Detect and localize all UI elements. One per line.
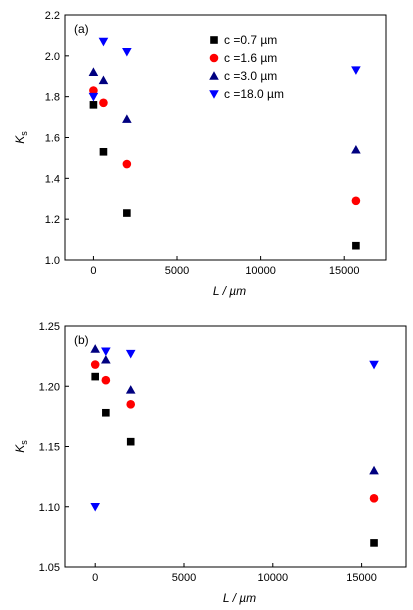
legend-item-3: c =3.0 µm [209, 69, 277, 83]
legend-label: c =18.0 µm [224, 87, 284, 101]
data-point [351, 66, 361, 75]
data-point [369, 494, 379, 503]
data-point [90, 502, 100, 512]
data-point [126, 437, 135, 446]
y-axis-label-main: K [13, 444, 27, 453]
series-4 [88, 37, 361, 102]
legend-marker [209, 71, 219, 80]
legend-item-1: c =0.7 µm [210, 33, 277, 47]
y-tick-label: 1.4 [45, 173, 60, 185]
plot-frame [64, 325, 407, 568]
legend: c =0.7 µm c =1.6 µm c =3.0 µm c =18.0 µm [209, 33, 284, 101]
y-axis-label-subscript: s [19, 440, 29, 445]
data-point [369, 465, 379, 475]
y-tick-label: 1.05 [39, 562, 60, 574]
data-point [125, 349, 136, 359]
series-4 [90, 347, 379, 512]
data-point [90, 360, 100, 369]
data-point [351, 196, 361, 206]
data-point [101, 347, 111, 357]
data-point [98, 75, 109, 85]
y-axis-label: Ks [13, 440, 29, 453]
data-point [88, 67, 99, 76]
y-tick-label: 1.6 [45, 133, 60, 145]
series-3 [88, 67, 361, 154]
y-tick-label: 1.10 [39, 502, 60, 514]
x-axis-label: L / µm [223, 591, 256, 605]
legend-label: c =3.0 µm [224, 69, 277, 83]
y-axis-label-main: K [13, 135, 27, 144]
legend-label: c =1.6 µm [224, 51, 277, 65]
series-1 [89, 101, 360, 250]
x-tick-label: 10000 [258, 572, 289, 584]
data-point [370, 539, 378, 547]
panel-b: 0 5000 10000 15000 1.05 1.10 1.15 1.20 1.25 L / µ… [13, 321, 407, 605]
x-tick-label: 5000 [172, 572, 196, 584]
legend-item-2: c =1.6 µm [209, 51, 277, 65]
data-point [89, 101, 98, 109]
y-tick-label: 1.0 [45, 255, 60, 267]
data-point [126, 400, 136, 409]
data-point [101, 354, 111, 364]
data-point [88, 92, 99, 102]
y-tick-label: 1.8 [45, 92, 60, 104]
data-point [352, 241, 360, 250]
y-tick-label: 1.20 [39, 381, 60, 393]
data-point [122, 47, 132, 57]
data-point [101, 375, 111, 385]
data-point [123, 209, 131, 217]
data-point [351, 144, 361, 154]
data-point [125, 385, 136, 394]
y-tick-label: 2.0 [45, 51, 60, 63]
x-tick-label: 0 [90, 265, 96, 277]
panel-a: 0 5000 10000 15000 1.0 1.2 1.4 1.6 1.8 2.0 2.2 L / … [13, 10, 387, 298]
data-point [89, 86, 98, 95]
data-point [90, 344, 100, 353]
x-tick-label: 15000 [346, 572, 377, 584]
series-2 [89, 86, 361, 206]
x-tick-label: 15000 [329, 265, 360, 277]
data-point [102, 408, 110, 417]
series-3 [90, 344, 379, 475]
y-axis-label-subscript: s [19, 131, 29, 136]
y-axis-label: Ks [13, 131, 29, 144]
y-tick-label: 1.2 [45, 214, 60, 226]
y-tick-label: 1.15 [39, 442, 60, 454]
x-axis-label: L / µm [213, 284, 246, 298]
data-point [99, 98, 108, 108]
legend-marker [209, 90, 219, 99]
y-tick-label: 2.2 [45, 10, 60, 22]
series-1 [91, 372, 378, 547]
x-tick-label: 5000 [165, 265, 189, 277]
data-point [91, 372, 99, 381]
series-2 [90, 360, 379, 503]
data-point [98, 37, 109, 47]
data-point [369, 360, 379, 370]
legend-marker [210, 36, 218, 44]
data-point [99, 147, 108, 156]
legend-marker [209, 53, 219, 63]
panel-label: (b) [74, 333, 89, 347]
y-tick-label: 1.25 [39, 321, 60, 333]
legend-item-4: c =18.0 µm [209, 87, 284, 101]
data-point [122, 159, 132, 169]
legend-label: c =0.7 µm [224, 33, 277, 47]
data-point [122, 114, 132, 123]
x-tick-label: 0 [92, 572, 98, 584]
panel-label: (a) [74, 22, 89, 36]
x-tick-label: 10000 [245, 265, 276, 277]
